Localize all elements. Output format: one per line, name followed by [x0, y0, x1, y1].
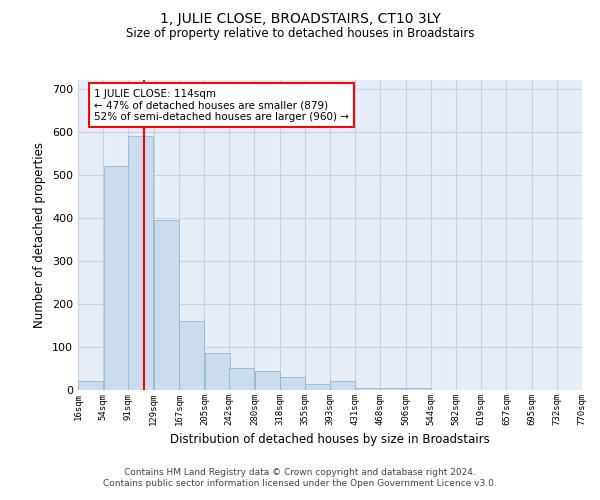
Text: 1 JULIE CLOSE: 114sqm
← 47% of detached houses are smaller (879)
52% of semi-det: 1 JULIE CLOSE: 114sqm ← 47% of detached …	[94, 88, 349, 122]
Bar	[406, 388, 431, 390]
Bar	[305, 384, 330, 390]
Bar	[380, 388, 406, 390]
Bar	[154, 220, 179, 390]
Bar	[280, 377, 305, 390]
Bar	[128, 136, 154, 390]
Text: Size of property relative to detached houses in Broadstairs: Size of property relative to detached ho…	[126, 28, 474, 40]
Bar	[330, 382, 355, 390]
Bar	[179, 321, 204, 390]
Y-axis label: Number of detached properties: Number of detached properties	[34, 142, 46, 328]
Text: Contains HM Land Registry data © Crown copyright and database right 2024.
Contai: Contains HM Land Registry data © Crown c…	[103, 468, 497, 487]
Bar	[205, 354, 230, 390]
Text: 1, JULIE CLOSE, BROADSTAIRS, CT10 3LY: 1, JULIE CLOSE, BROADSTAIRS, CT10 3LY	[160, 12, 440, 26]
Bar	[254, 370, 280, 390]
X-axis label: Distribution of detached houses by size in Broadstairs: Distribution of detached houses by size …	[170, 434, 490, 446]
Bar	[104, 166, 128, 390]
Bar	[356, 388, 380, 390]
Bar	[229, 368, 254, 390]
Bar	[78, 382, 103, 390]
